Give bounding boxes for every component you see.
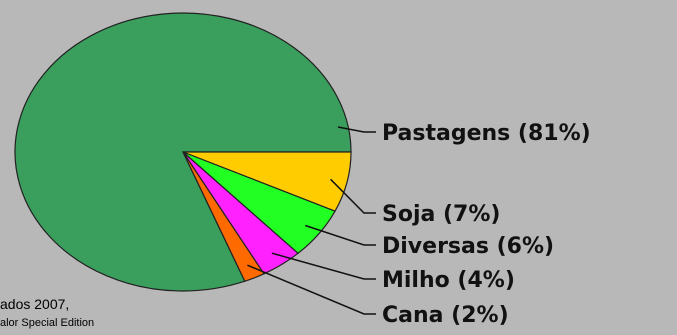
leader-line-milho xyxy=(271,252,376,280)
legend-label-pastagens: Pastagens (81%) xyxy=(382,121,591,146)
leader-line-cana xyxy=(247,264,376,315)
leader-line-soja xyxy=(330,178,376,214)
pie-slice-cana xyxy=(182,151,265,282)
legend-label-diversas: Diversas (6%) xyxy=(382,234,554,259)
leader-line-pastagens xyxy=(337,126,376,133)
legend-label-soja: Soja (7%) xyxy=(382,202,500,227)
legend-label-milho: Milho (4%) xyxy=(382,268,515,293)
leader-line-diversas xyxy=(305,224,376,246)
source-line-2: alor Special Edition xyxy=(0,317,95,329)
pie-slice-pastagens xyxy=(14,12,352,292)
legend-label-cana: Cana (2%) xyxy=(382,303,509,328)
source-line-1: ados 2007, xyxy=(0,296,70,312)
